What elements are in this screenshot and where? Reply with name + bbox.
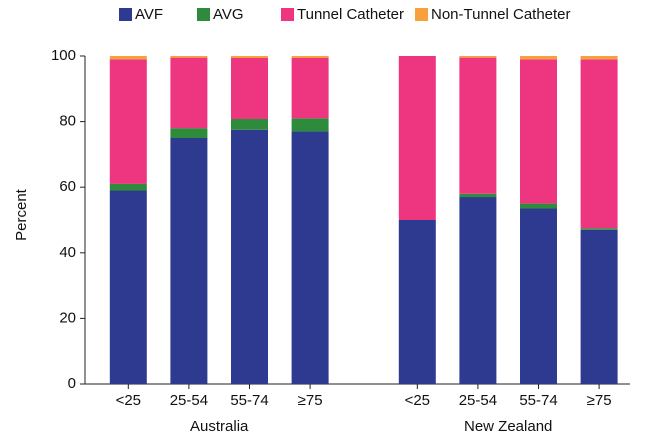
bar-segment — [520, 208, 557, 384]
bar-segment — [459, 193, 497, 198]
y-tick-label: 0 — [68, 375, 76, 392]
bar-segment — [109, 59, 147, 184]
bar-segment — [520, 56, 557, 60]
bar-segment — [170, 138, 208, 384]
bar-segment — [459, 197, 497, 384]
y-tick-label: 60 — [59, 178, 76, 195]
bar-segment — [109, 56, 147, 60]
y-tick-label: 20 — [59, 309, 76, 326]
bar-segment — [291, 118, 329, 132]
x-tick-label: <25 — [405, 392, 430, 409]
x-tick-label: ≥75 — [587, 392, 612, 409]
bar-segment — [291, 56, 329, 58]
legend-label: AVG — [213, 6, 244, 23]
bar-segment — [520, 203, 557, 209]
y-tick-label: 80 — [59, 113, 76, 130]
bar-segment — [170, 57, 208, 129]
bar-segment — [580, 228, 618, 230]
bar-segment — [170, 56, 208, 58]
bar-segment — [398, 220, 436, 384]
legend-label: Non-Tunnel Catheter — [431, 6, 571, 23]
x-tick-label: 25-54 — [170, 392, 208, 409]
legend-swatch — [197, 8, 210, 21]
bar-segment — [580, 59, 618, 229]
bar-segment — [520, 59, 557, 204]
bar-segment — [580, 229, 618, 384]
legend-swatch — [119, 8, 132, 21]
bar-segment — [231, 129, 268, 384]
bar-segment — [291, 131, 329, 384]
y-tick-label: 40 — [59, 244, 76, 261]
bar-segment — [231, 56, 268, 58]
bar-segment — [459, 56, 497, 58]
y-tick-label: 100 — [51, 47, 76, 64]
bar-segment — [291, 57, 329, 119]
bar-segment — [109, 190, 147, 384]
bar-segment — [231, 57, 268, 119]
y-axis-label: Percent — [13, 188, 30, 241]
bar-segment — [231, 118, 268, 130]
legend-label: Tunnel Catheter — [297, 6, 404, 23]
legend-label: AVF — [135, 6, 163, 23]
group-label: New Zealand — [464, 418, 552, 435]
legend-swatch — [281, 8, 294, 21]
bar-segment — [459, 57, 497, 194]
bar-segment — [398, 56, 436, 220]
x-tick-label: ≥75 — [298, 392, 323, 409]
x-tick-label: 25-54 — [459, 392, 497, 409]
bar-segment — [170, 128, 208, 138]
x-tick-label: 55-74 — [230, 392, 268, 409]
x-tick-label: <25 — [116, 392, 141, 409]
legend-swatch — [415, 8, 428, 21]
bar-segment — [580, 56, 618, 60]
group-label: Australia — [190, 418, 249, 435]
x-tick-label: 55-74 — [519, 392, 557, 409]
bar-segment — [109, 183, 147, 191]
